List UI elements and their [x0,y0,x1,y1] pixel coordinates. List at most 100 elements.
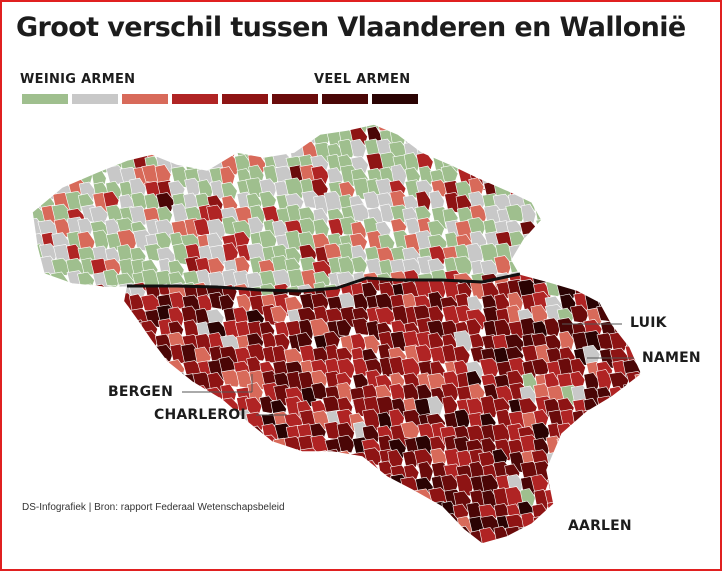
wallonia-municipality [260,450,282,473]
wallonia-municipality [351,490,371,509]
wallonia-municipality [637,500,642,523]
wallonia-municipality [179,385,202,404]
wallonia-municipality [154,474,173,496]
wallonia-municipality [311,540,331,544]
wallonia-municipality [364,528,384,544]
flanders-municipality [284,124,306,136]
wallonia-municipality [570,304,590,324]
wallonia-municipality [612,423,633,447]
flanders-municipality [247,216,265,236]
flanders-municipality [470,124,490,137]
flanders-municipality [39,124,61,134]
wallonia-municipality [124,516,139,538]
wallonia-municipality [400,515,418,536]
flanders-municipality [157,138,174,157]
wallonia-municipality [638,449,642,472]
wallonia-municipality [402,538,422,544]
wallonia-municipality [288,490,307,514]
wallonia-municipality [440,382,461,401]
wallonia-municipality [648,530,669,549]
wallonia-municipality [336,477,357,498]
flanders-municipality [51,124,72,135]
flanders-municipality [456,140,478,163]
wallonia-municipality [310,529,332,544]
flanders-municipality [496,153,513,172]
wallonia-municipality [286,462,306,487]
flanders-municipality [548,191,564,213]
wallonia-municipality [297,500,318,520]
flanders-municipality [92,139,112,159]
wallonia-municipality [140,451,159,471]
wallonia-municipality [285,542,303,544]
wallonia-municipality [168,541,184,544]
flanders-municipality [38,151,56,171]
wallonia-municipality [143,514,165,536]
flanders-municipality [430,124,449,136]
wallonia-municipality [209,463,231,485]
flanders-municipality [533,231,542,250]
wallonia-municipality [417,499,436,522]
wallonia-municipality [167,426,186,449]
flanders-municipality [507,124,528,137]
wallonia-municipality [375,526,397,544]
flanders-municipality [223,124,245,139]
flanders-municipality [427,219,445,238]
wallonia-municipality [595,369,613,392]
wallonia-municipality [453,330,474,352]
wallonia-municipality [194,460,211,480]
flanders-municipality [171,203,190,225]
wallonia-municipality [634,279,642,299]
wallonia-municipality [583,464,602,482]
wallonia-municipality [569,438,590,463]
wallonia-municipality [571,274,593,286]
wallonia-municipality [635,530,642,544]
wallonia-municipality [546,529,565,544]
wallonia-municipality [350,541,369,544]
flanders-municipality [197,124,216,134]
wallonia-municipality [573,422,591,444]
wallonia-municipality [427,514,449,537]
flanders-municipality [276,124,298,136]
wallonia-municipality [585,450,606,469]
wallonia-municipality [413,527,434,544]
wallonia-municipality [587,540,608,544]
wallonia-municipality [232,512,250,535]
wallonia-municipality [417,542,438,544]
wallonia-municipality [582,499,600,518]
flanders-municipality [115,128,137,147]
wallonia-municipality [518,539,537,544]
wallonia-municipality [651,478,671,497]
flanders-municipality [32,272,49,291]
flanders-municipality [234,124,253,133]
wallonia-municipality [140,436,159,458]
wallonia-municipality [636,539,642,544]
wallonia-municipality [508,542,530,544]
wallonia-municipality [127,360,150,383]
wallonia-municipality [533,540,550,544]
wallonia-municipality [257,538,278,544]
flanders-municipality [220,181,238,202]
wallonia-municipality [285,514,305,537]
wallonia-municipality [195,447,215,469]
wallonia-municipality [323,541,341,544]
wallonia-municipality [622,409,640,433]
wallonia-municipality [232,542,252,544]
wallonia-municipality [559,490,581,512]
infographic-title: Groot verschil tussen Vlaanderen en Wall… [16,12,686,43]
wallonia-municipality [248,515,267,536]
flanders-municipality [32,125,45,145]
wallonia-municipality [192,436,209,457]
wallonia-municipality [326,525,344,544]
wallonia-municipality [166,434,185,455]
wallonia-municipality [284,525,301,544]
legend-high-label: VEEL ARMEN [314,72,411,87]
legend-swatch-7 [322,94,368,104]
wallonia-municipality [325,501,343,523]
city-label-aarlen: AARLEN [568,518,632,534]
wallonia-municipality [598,451,615,470]
wallonia-municipality [286,500,305,524]
wallonia-municipality [531,358,551,377]
wallonia-municipality [623,489,642,510]
wallonia-municipality [194,539,214,544]
wallonia-municipality [313,513,333,536]
